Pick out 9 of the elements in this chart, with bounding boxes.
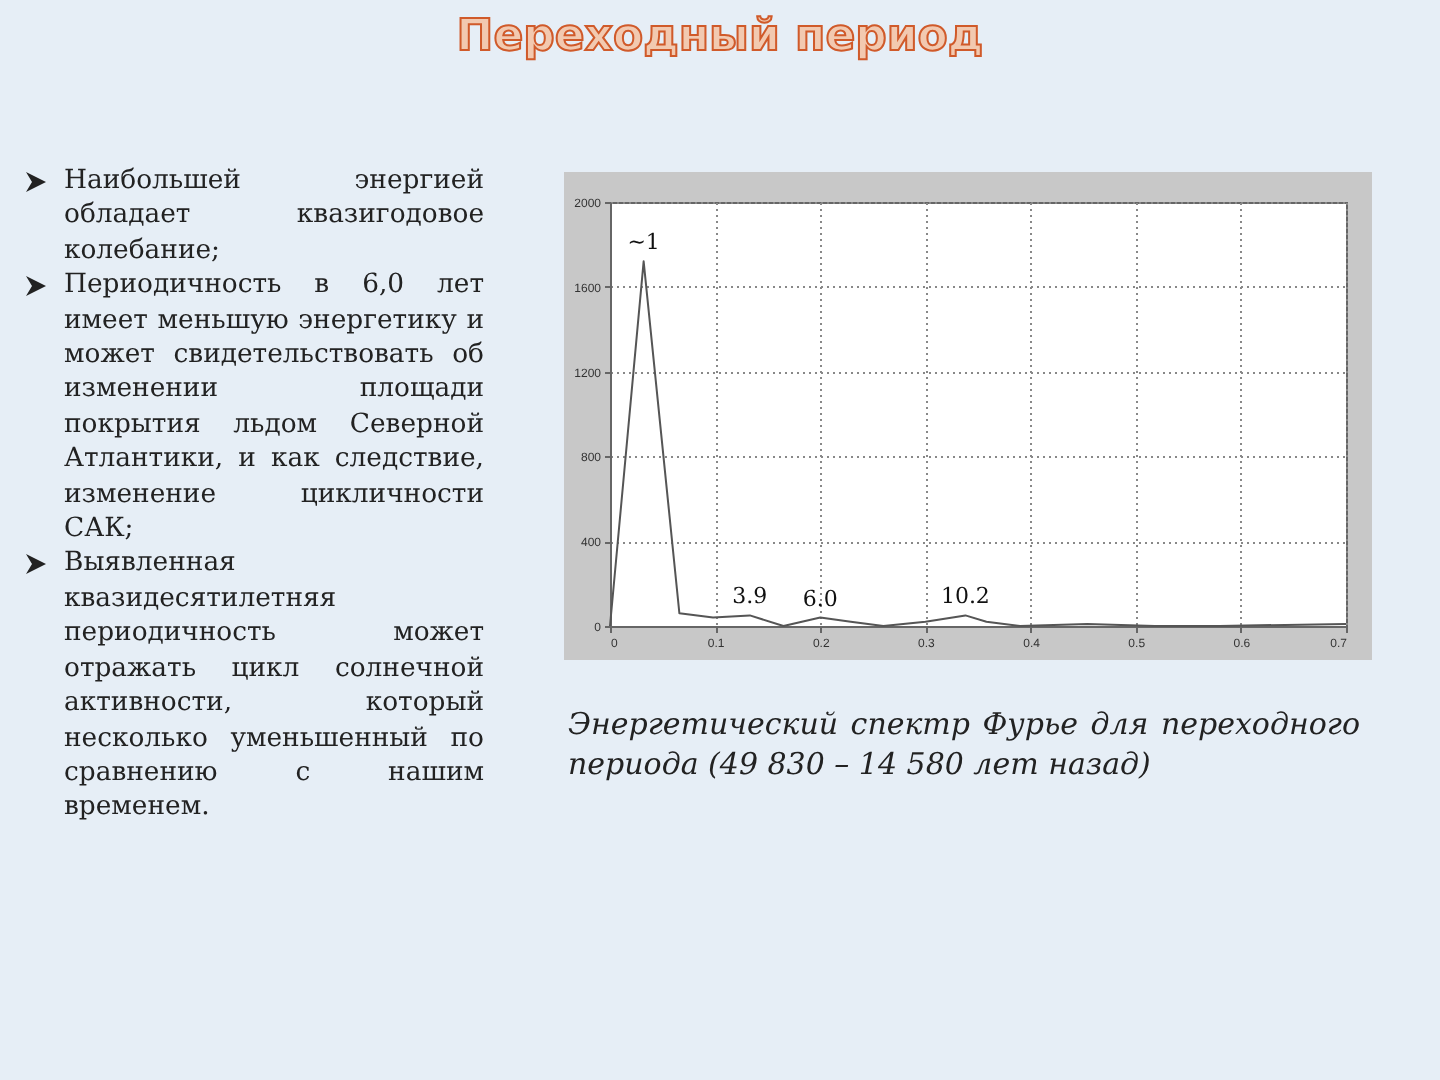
text: Наибольшей энергией обладает квазигодовое колебание;	[64, 166, 484, 266]
chart-title: Переходный период	[454, 12, 986, 62]
annotation: 6.0	[802, 585, 838, 612]
text: Энергетический спектр Фурье для переходного периода (49 830 – 14 580 лет назад)	[568, 704, 1360, 784]
annotation: 3.9	[732, 583, 768, 610]
text: Выявленная квазидесятилетняя периодичность может отражать цикл солнечной активности, который несколько уменьшенный по сравнению с нашим временем.	[64, 548, 484, 823]
annotation: 10.2	[940, 583, 990, 610]
text: Периодичность в 6,0 лет имеет меньшую энергетику и может свидетельствовать об изменении площади покрытия льдом Северной Атлантики, и как следствие, изменение цикличности САК;	[64, 270, 484, 545]
annotation: ~1	[627, 229, 660, 256]
